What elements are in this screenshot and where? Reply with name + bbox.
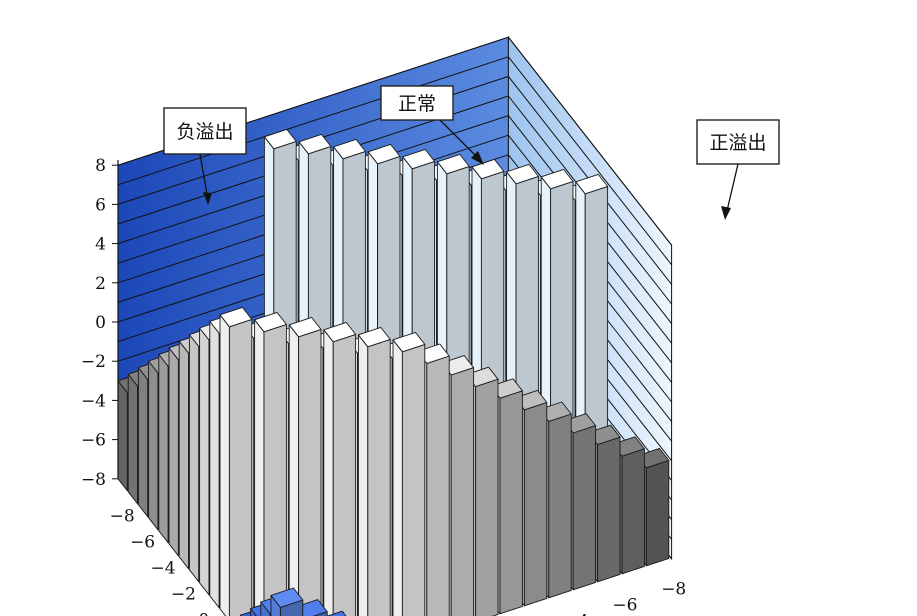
callout-positive-arrow bbox=[725, 163, 739, 216]
bar-top-face bbox=[323, 321, 357, 343]
bar-normal bbox=[357, 326, 391, 616]
callout-normal-label: 正常 bbox=[398, 93, 436, 115]
bar-side-face bbox=[597, 436, 621, 583]
bar-normal bbox=[323, 321, 357, 616]
bar-side-face bbox=[475, 378, 499, 616]
callout-negative-arrow bbox=[199, 153, 209, 201]
callout-negative-arrowhead bbox=[203, 192, 212, 205]
right-axis-tick-label: −4 bbox=[564, 612, 589, 616]
callout-positive-overflow: 正溢出 bbox=[696, 119, 780, 220]
left-axis-tick-label: −8 bbox=[110, 507, 135, 527]
z-axis: 8 6 4 2 0 −2 −4 −6 −8 bbox=[81, 156, 119, 490]
left-wall-gridline bbox=[117, 56, 509, 186]
bar-front-face bbox=[127, 373, 139, 505]
bar-top-face bbox=[333, 138, 366, 160]
bar-front-face bbox=[188, 334, 200, 583]
bar-side-face bbox=[621, 448, 645, 575]
callout-negative-label: 负溢出 bbox=[176, 121, 233, 143]
callout-positive-label: 正溢出 bbox=[709, 132, 766, 154]
bar-side-face bbox=[401, 343, 426, 616]
bar-front-face bbox=[288, 324, 300, 616]
bar-front-face bbox=[357, 334, 369, 616]
bar-front-face bbox=[137, 367, 149, 518]
bar-normal bbox=[392, 331, 426, 616]
callout-normal-arrow bbox=[439, 119, 481, 161]
bar-normal bbox=[288, 316, 322, 616]
bar-side-face bbox=[499, 390, 523, 615]
z-axis-tick-label: 8 bbox=[95, 156, 106, 176]
bar-front-face bbox=[168, 347, 179, 557]
bar-normal bbox=[254, 311, 287, 616]
bars-layer bbox=[117, 128, 670, 616]
bar-top-face bbox=[540, 168, 574, 190]
bar-top-face bbox=[575, 173, 609, 195]
bar-side-face bbox=[548, 413, 572, 599]
bar-top-face bbox=[402, 148, 436, 170]
callout-normal: 正常 bbox=[380, 85, 484, 165]
bar-top-face bbox=[298, 133, 332, 155]
bar-top-face bbox=[288, 316, 322, 338]
right-axis: −8−6−4−20246 bbox=[564, 580, 687, 616]
bar-normal bbox=[219, 306, 253, 616]
back-wall-gridline bbox=[508, 36, 672, 246]
z-axis-tick-label: 4 bbox=[95, 235, 106, 255]
bar-side-face bbox=[228, 318, 253, 616]
bar-top-face bbox=[367, 143, 401, 165]
back-wall-gridline bbox=[508, 56, 672, 266]
bar-top-face bbox=[270, 587, 304, 608]
callouts: 负溢出 正常 正溢出 bbox=[163, 85, 780, 220]
left-axis: −8−6−4−20246 bbox=[110, 507, 210, 616]
bar-positive bbox=[270, 587, 304, 616]
bar-top-face bbox=[326, 610, 347, 616]
bar-positive bbox=[326, 610, 347, 616]
right-axis-tick-label: −6 bbox=[612, 596, 637, 616]
bar-top-face bbox=[357, 326, 391, 348]
bar-front-face bbox=[117, 380, 128, 492]
callout-negative-box bbox=[163, 107, 247, 155]
callout-normal-arrowhead bbox=[471, 151, 484, 165]
bar-front-face bbox=[219, 314, 230, 616]
bar-side-face bbox=[298, 328, 322, 616]
bar-front-face bbox=[158, 353, 169, 544]
bar-front-face bbox=[199, 327, 210, 596]
callout-positive-arrowhead bbox=[721, 206, 731, 220]
z-axis-tick-label: −8 bbox=[81, 470, 106, 490]
bar-front-face bbox=[209, 320, 220, 609]
bar-negative bbox=[575, 173, 609, 489]
bar-top-face bbox=[254, 311, 287, 333]
bar-side-face bbox=[523, 401, 548, 607]
bar-top-face bbox=[436, 153, 470, 175]
bar-front-face bbox=[323, 329, 334, 616]
bar-front-face bbox=[148, 360, 159, 531]
z-axis-tick-label: 0 bbox=[95, 313, 106, 333]
bar-front-face bbox=[254, 319, 265, 616]
bar-top-face bbox=[506, 163, 539, 185]
z-axis-tick-label: 6 bbox=[95, 195, 106, 215]
bar-side-face bbox=[450, 367, 475, 616]
bar-side-face bbox=[263, 323, 287, 616]
z-axis-tick-label: −6 bbox=[81, 431, 106, 451]
callout-negative-overflow: 负溢出 bbox=[163, 107, 247, 205]
bar-front-face bbox=[392, 339, 403, 616]
bar-top-face bbox=[219, 306, 253, 328]
callout-normal-box bbox=[380, 85, 454, 121]
left-axis-tick-label: −6 bbox=[130, 533, 155, 553]
left-axis-tick-label: −4 bbox=[150, 559, 175, 579]
bar-side-face bbox=[332, 333, 357, 616]
left-axis-tick-label: 0 bbox=[198, 611, 209, 616]
bar-top-face bbox=[392, 331, 426, 353]
bar-side-face bbox=[572, 425, 597, 591]
bar-front-face bbox=[178, 340, 190, 570]
z-axis-tick-label: −4 bbox=[81, 391, 106, 411]
bar-side-face bbox=[426, 355, 450, 616]
z-axis-tick-label: −2 bbox=[81, 352, 106, 372]
bar-top-face bbox=[263, 128, 297, 150]
left-axis-tick-label: −2 bbox=[171, 585, 196, 605]
z-axis-tick-label: 2 bbox=[95, 274, 106, 294]
bar-side-face bbox=[645, 459, 670, 567]
right-axis-tick-label: −8 bbox=[661, 580, 686, 600]
bar-side-face bbox=[367, 338, 391, 616]
bar-top-face bbox=[471, 158, 505, 180]
